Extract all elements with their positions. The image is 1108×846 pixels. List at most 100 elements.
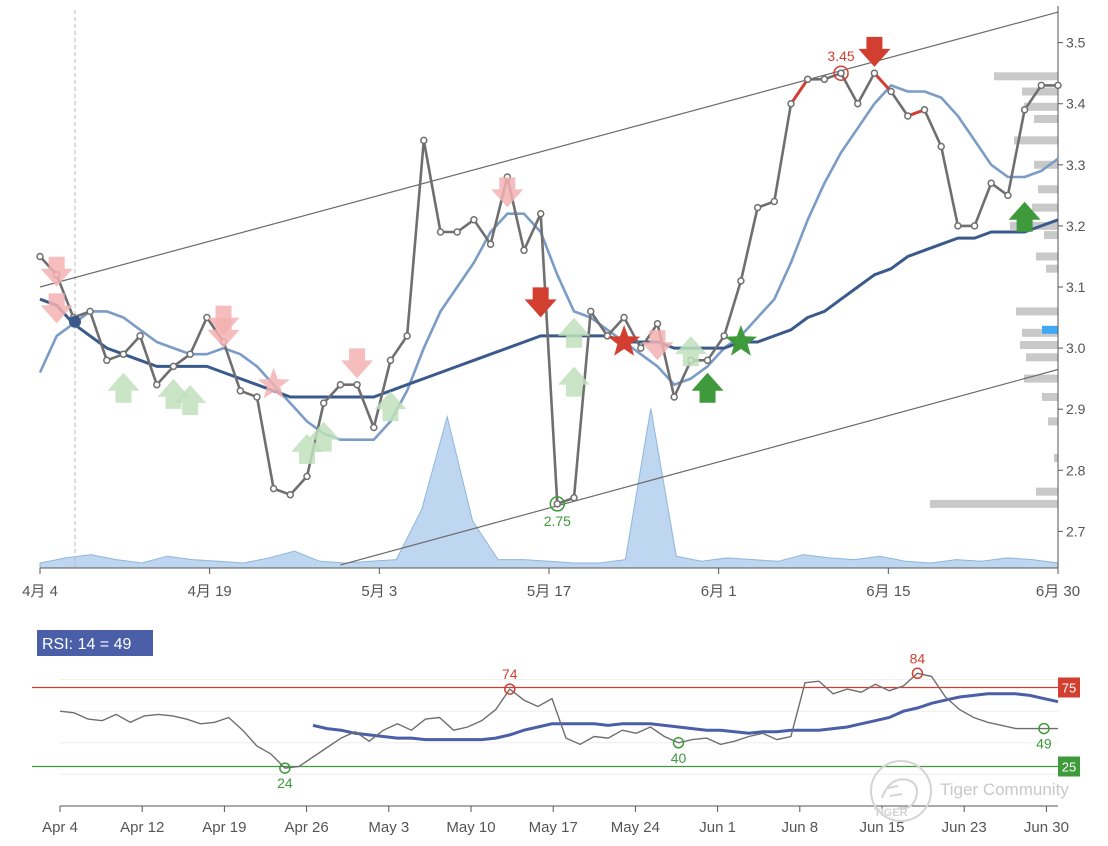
volume-profile-bar (1016, 307, 1058, 316)
price-point (770, 197, 779, 206)
price-point (887, 87, 895, 96)
threshold-label: 75 (1062, 681, 1076, 696)
extreme-marker (549, 496, 566, 512)
price-point (753, 203, 762, 212)
rsi-x-tick-label: May 10 (446, 819, 495, 836)
y-tick-label: 3.2 (1066, 218, 1086, 234)
price-point (586, 307, 595, 316)
sell-arrow-icon (524, 287, 557, 318)
price-point (169, 362, 178, 371)
rsi-x-tick-label: Jun 30 (1024, 819, 1069, 836)
price-point (853, 99, 862, 108)
volume-profile-bar (1014, 136, 1058, 145)
volume-profile-bar (1026, 353, 1058, 362)
rsi-extreme-label: 74 (502, 666, 518, 682)
volume-profile-bar (1022, 328, 1058, 337)
buy-arrow-icon (674, 336, 707, 367)
price-point (286, 490, 295, 499)
rsi-extreme-marker (911, 667, 924, 680)
price-point (1004, 191, 1012, 200)
sell-arrow-icon (207, 317, 240, 348)
price-point (253, 393, 261, 401)
volume-profile-bar (1044, 231, 1058, 240)
price-point (319, 399, 328, 407)
price-point (103, 356, 111, 365)
price-point (236, 387, 245, 395)
y-tick-label: 3.1 (1066, 279, 1086, 295)
price-point (36, 252, 44, 261)
rsi-line (59, 672, 1058, 769)
rsi-x-tick-label: Apr 4 (42, 819, 78, 836)
volume-profile-bar (1034, 160, 1058, 169)
buy-arrow-icon (291, 433, 324, 464)
price-point (837, 69, 845, 77)
price-point (970, 222, 979, 230)
price-point (570, 494, 578, 502)
volume-profile-bar (1054, 454, 1058, 462)
rsi-extreme-marker (672, 737, 685, 749)
volume-profile-bar (994, 72, 1058, 81)
price-point (637, 344, 645, 352)
buy-arrow-icon (307, 421, 340, 452)
price-point (536, 209, 545, 218)
volume-profile-bar (1038, 185, 1058, 194)
price-point (386, 356, 395, 365)
x-tick-label: 5月 17 (527, 583, 571, 600)
watermark-text: Tiger Community (940, 780, 1069, 799)
price-point (1020, 106, 1029, 114)
buy-arrow-icon (558, 317, 591, 348)
volume-profile-bar (1024, 102, 1058, 111)
price-point (153, 380, 161, 389)
rsi-average-line (312, 692, 1059, 742)
moving-average-fast-line (38, 84, 1059, 442)
crosshair-dot (69, 315, 81, 328)
rsi-x-tick-label: May 3 (368, 819, 409, 836)
rsi-legend-label: RSI: 14 = 49 (42, 636, 131, 653)
volume-profile-bar (1024, 374, 1058, 383)
rsi-x-tick-label: May 24 (611, 819, 660, 836)
price-point (336, 380, 345, 389)
rsi-x-tick-label: May 17 (529, 819, 578, 836)
signal-star-icon (607, 325, 641, 356)
price-point (720, 332, 728, 340)
volume-area (39, 408, 1059, 569)
price-point (803, 75, 812, 84)
x-tick-label: 4月 4 (22, 583, 58, 600)
sell-arrow-icon (858, 36, 891, 67)
price-point (186, 350, 194, 358)
sell-arrow-icon (641, 330, 674, 361)
price-point (370, 423, 378, 432)
price-point (787, 99, 795, 108)
buy-arrow-icon (174, 384, 207, 415)
rsi-extreme-label: 84 (910, 650, 926, 666)
rsi-x-tick-label: Apr 26 (284, 819, 328, 836)
y-tick-label: 3.3 (1066, 157, 1086, 173)
price-highlight-segment (789, 78, 809, 105)
rsi-chart: RSI: 14 = 49 75 25 Apr 4 Apr 12 Apr 19 Apr 26 M… (32, 630, 1080, 836)
price-point (653, 319, 662, 328)
sell-arrow-icon (341, 348, 374, 379)
y-tick-label: 3.5 (1066, 35, 1086, 51)
price-point (269, 484, 278, 493)
volume-profile-bar (1034, 115, 1058, 123)
rsi-extreme-marker (504, 683, 516, 695)
price-point (553, 500, 562, 508)
price-point (987, 179, 995, 187)
volume-profile-bar (1036, 487, 1058, 496)
y-tick-label: 3.0 (1066, 340, 1086, 356)
threshold-badge (1058, 756, 1080, 777)
threshold-badge (1058, 677, 1080, 698)
price-point (403, 332, 411, 340)
price-point (119, 350, 128, 358)
rsi-x-tick-label: Jun 15 (859, 819, 904, 836)
rsi-extreme-label: 40 (671, 750, 687, 766)
volume-profile-bar (1032, 203, 1058, 212)
volume-profile-bar (1048, 417, 1058, 426)
rsi-x-tick-label: Apr 12 (120, 819, 164, 836)
moving-average-slow-line (39, 218, 1059, 399)
price-point (1037, 81, 1046, 90)
price-point (136, 332, 144, 340)
price-point (303, 472, 311, 481)
extreme-label: 2.75 (544, 513, 571, 529)
